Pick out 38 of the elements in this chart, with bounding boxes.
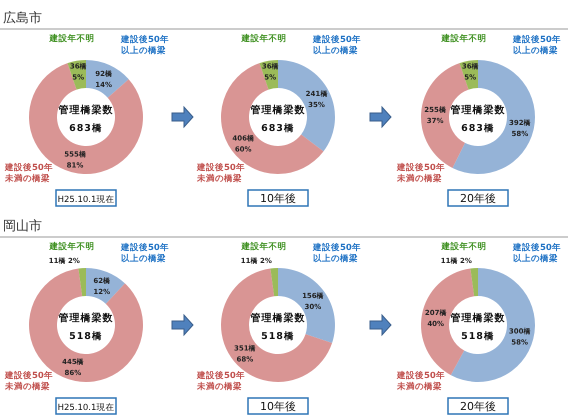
text: 管理橋梁数 [450,104,506,116]
text: 管理橋梁数 [250,312,306,324]
slice-label: 建設後50年未満の橋梁 [4,370,53,392]
slice-label: 建設年不明 [48,241,94,252]
text: 10年後 [260,400,296,413]
slice-label: 建設後50年以上の橋梁 [312,34,361,56]
slice-label: 建設年不明 [440,241,486,252]
chart-title: 岡山市 [3,219,42,234]
text: H25.10.1現在 [58,194,114,205]
slice-label: 建設後50年未満の橋梁 [196,162,245,184]
text: 683橋 [69,122,103,134]
text: 管理橋梁数 [58,104,114,116]
text: 10年後 [260,192,296,205]
slice-label: 建設後50年以上の橋梁 [120,242,169,264]
slice-label: 建設年不明 [240,33,286,44]
slice-label: 建設年不明 [48,33,94,44]
text: 518橋 [461,330,495,342]
slice-label: 建設後50年未満の橋梁 [196,370,245,392]
slice-label: 建設後50年未満の橋梁 [396,370,445,392]
text: 20年後 [460,400,496,413]
text: 518橋 [261,330,295,342]
text: 683橋 [261,122,295,134]
text: 20年後 [460,192,496,205]
slice-label: 建設後50年以上の橋梁 [512,242,561,264]
text: 管理橋梁数 [58,312,114,324]
slice-label: 建設年不明 [440,33,486,44]
slice-label: 建設後50年以上の橋梁 [312,242,361,264]
text: 518橋 [69,330,103,342]
slice-label: 建設後50年未満の橋梁 [396,162,445,184]
text: H25.10.1現在 [58,402,114,413]
slice-label: 建設後50年以上の橋梁 [512,34,561,56]
text: 管理橋梁数 [450,312,506,324]
slice-label: 建設後50年未満の橋梁 [4,162,53,184]
slice-label: 建設年不明 [240,241,286,252]
text: 683橋 [461,122,495,134]
chart-title: 広島市 [3,10,42,26]
slice-label: 建設後50年以上の橋梁 [120,34,169,56]
text: 管理橋梁数 [250,104,306,116]
